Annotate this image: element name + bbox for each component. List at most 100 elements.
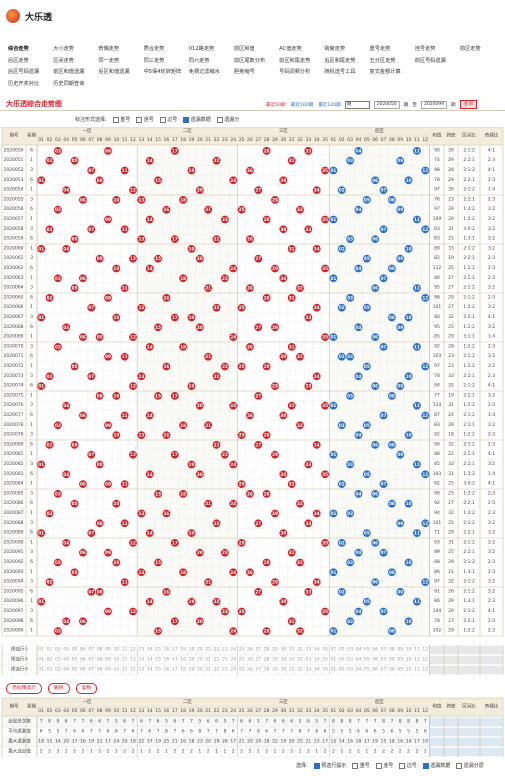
nav-link[interactable]: 跨度走势 bbox=[324, 46, 346, 52]
nav-link[interactable]: 复式金额计算 bbox=[369, 69, 401, 76]
option-label: 预选行提示 bbox=[321, 763, 347, 769]
ball bbox=[212, 372, 221, 381]
nav-link[interactable]: 中5保4轮转矩阵 bbox=[143, 69, 182, 76]
nav-link[interactable]: 012路走势 bbox=[188, 46, 215, 52]
checkbox[interactable] bbox=[159, 116, 166, 123]
option[interactable]: 遗漏分层 bbox=[456, 762, 484, 769]
ball bbox=[329, 274, 338, 283]
option[interactable]: 遗漏数据 bbox=[422, 762, 450, 769]
button[interactable]: 删除 bbox=[48, 683, 70, 694]
option[interactable]: 遗漏数据 bbox=[183, 116, 211, 123]
preselect-number: 05 bbox=[364, 657, 370, 663]
ball bbox=[120, 578, 129, 586]
ball bbox=[95, 254, 104, 263]
sum: 90 bbox=[434, 147, 440, 153]
ball bbox=[162, 294, 171, 302]
nav-link[interactable]: 号码调频分析 bbox=[279, 69, 311, 76]
ball-number: 11 bbox=[122, 482, 128, 487]
nav-link[interactable]: 综合走势 bbox=[8, 46, 29, 52]
option[interactable]: 重号 bbox=[112, 116, 130, 123]
stats-value: 8 bbox=[223, 729, 226, 735]
nav-link[interactable]: AC值走势 bbox=[279, 46, 302, 52]
ball-number: 16 bbox=[164, 589, 170, 594]
preselect-number: 10 bbox=[406, 657, 412, 663]
to-input[interactable]: 2020099 bbox=[420, 100, 447, 109]
option[interactable]: 预选行提示 bbox=[313, 762, 347, 769]
nav-link[interactable]: 同一走势 bbox=[98, 57, 120, 64]
nav-link[interactable]: 后区和值遗漏 bbox=[98, 69, 130, 76]
button[interactable]: 添加预选行 bbox=[6, 683, 42, 694]
checkbox[interactable] bbox=[183, 116, 190, 123]
ball-number: 06 bbox=[372, 491, 378, 496]
checkbox[interactable] bbox=[399, 762, 406, 769]
ball-number: 21 bbox=[205, 501, 211, 506]
preselect-number: 12 bbox=[130, 647, 136, 653]
nav-link[interactable]: 前区尾数分布 bbox=[233, 57, 266, 64]
option[interactable]: 重号 bbox=[352, 762, 370, 769]
ball-number: 23 bbox=[222, 609, 228, 614]
stats-value: 6 bbox=[81, 729, 84, 735]
checkbox[interactable] bbox=[216, 116, 223, 123]
nav-link[interactable]: 后区和尾走势 bbox=[324, 57, 356, 64]
nav-link[interactable]: 前区和值 bbox=[233, 46, 255, 52]
nav-link[interactable]: 后区走势 bbox=[8, 57, 29, 64]
checkbox[interactable] bbox=[422, 762, 429, 769]
nav-link[interactable]: 历史开奖对比 bbox=[8, 80, 40, 87]
preselect-number: 08 bbox=[389, 657, 395, 663]
nav-link[interactable]: 重号走势 bbox=[369, 46, 391, 52]
nav-link[interactable]: 质合走势 bbox=[143, 46, 165, 52]
checkbox[interactable] bbox=[352, 762, 359, 769]
checkbox[interactable] bbox=[112, 116, 119, 123]
recent-link[interactable]: 最近120期 bbox=[318, 102, 341, 108]
nav-link[interactable]: 胆拖缩号 bbox=[233, 69, 255, 76]
nav-link[interactable]: 区间走势 bbox=[53, 57, 74, 64]
span: 29 bbox=[448, 559, 454, 565]
nav-link[interactable]: 随机选号工具 bbox=[324, 69, 356, 76]
ball-number: 01 bbox=[331, 629, 337, 634]
preselect-number: 01 bbox=[331, 647, 337, 653]
ball-number: 13 bbox=[138, 197, 144, 202]
checkbox[interactable] bbox=[136, 116, 143, 123]
period-select[interactable]: 期 bbox=[344, 100, 370, 109]
ball bbox=[296, 205, 304, 214]
recent-link[interactable]: 最近100期 bbox=[290, 102, 314, 108]
option[interactable]: 遗漏分 bbox=[216, 116, 239, 123]
ball-number: 33 bbox=[305, 227, 311, 232]
nav-link[interactable]: 同六走势 bbox=[188, 57, 210, 64]
checkbox[interactable] bbox=[313, 762, 320, 769]
zone-ratio: 2:2:1 bbox=[463, 461, 475, 467]
nav-link[interactable]: 奇偶走势 bbox=[98, 46, 120, 52]
nav-link[interactable]: 前区和值遗漏 bbox=[53, 69, 85, 76]
nav-link[interactable]: 历史同期查询 bbox=[53, 80, 85, 87]
nav-link[interactable]: 前区和尾走势 bbox=[279, 57, 311, 64]
stats-value: 2 bbox=[81, 749, 84, 755]
button[interactable]: 复制 bbox=[75, 683, 98, 694]
checkbox[interactable] bbox=[456, 762, 463, 769]
query-button[interactable]: 查询 bbox=[459, 100, 477, 109]
nav-link[interactable]: 前区走势 bbox=[459, 46, 481, 52]
checkbox[interactable] bbox=[375, 762, 382, 769]
odd-even: 3:2 bbox=[488, 588, 495, 594]
span: 31 bbox=[448, 226, 454, 232]
nav-link[interactable]: 五分区走势 bbox=[369, 57, 396, 64]
option[interactable]: 连号 bbox=[375, 762, 393, 769]
ball-number: 28 bbox=[264, 364, 270, 369]
nav-link[interactable]: 后区号码遗漏 bbox=[8, 69, 40, 76]
preselect-number: 13 bbox=[139, 647, 145, 653]
zone-ratio: 2:2:1 bbox=[463, 530, 475, 536]
stats-value: 2 bbox=[232, 749, 235, 755]
nav-link[interactable]: 同三走势 bbox=[143, 57, 165, 64]
nav-link[interactable]: 连号走势 bbox=[414, 46, 436, 52]
ball-number: 14 bbox=[147, 344, 153, 349]
from-input[interactable]: 2020050 bbox=[373, 100, 400, 109]
nav-link[interactable]: 前区号码遗漏 bbox=[414, 57, 446, 64]
option[interactable]: 边号 bbox=[399, 762, 417, 769]
nav-link[interactable]: 免费过滤缩水 bbox=[188, 69, 220, 76]
option[interactable]: 连号 bbox=[136, 116, 154, 123]
ball-number: 03 bbox=[347, 158, 353, 163]
sum: 83 bbox=[434, 236, 440, 242]
option[interactable]: 边号 bbox=[159, 116, 177, 123]
recent-link[interactable]: 最近50期 bbox=[266, 102, 286, 108]
ball-number: 08 bbox=[389, 501, 395, 506]
nav-link[interactable]: 大小走势 bbox=[53, 46, 74, 52]
